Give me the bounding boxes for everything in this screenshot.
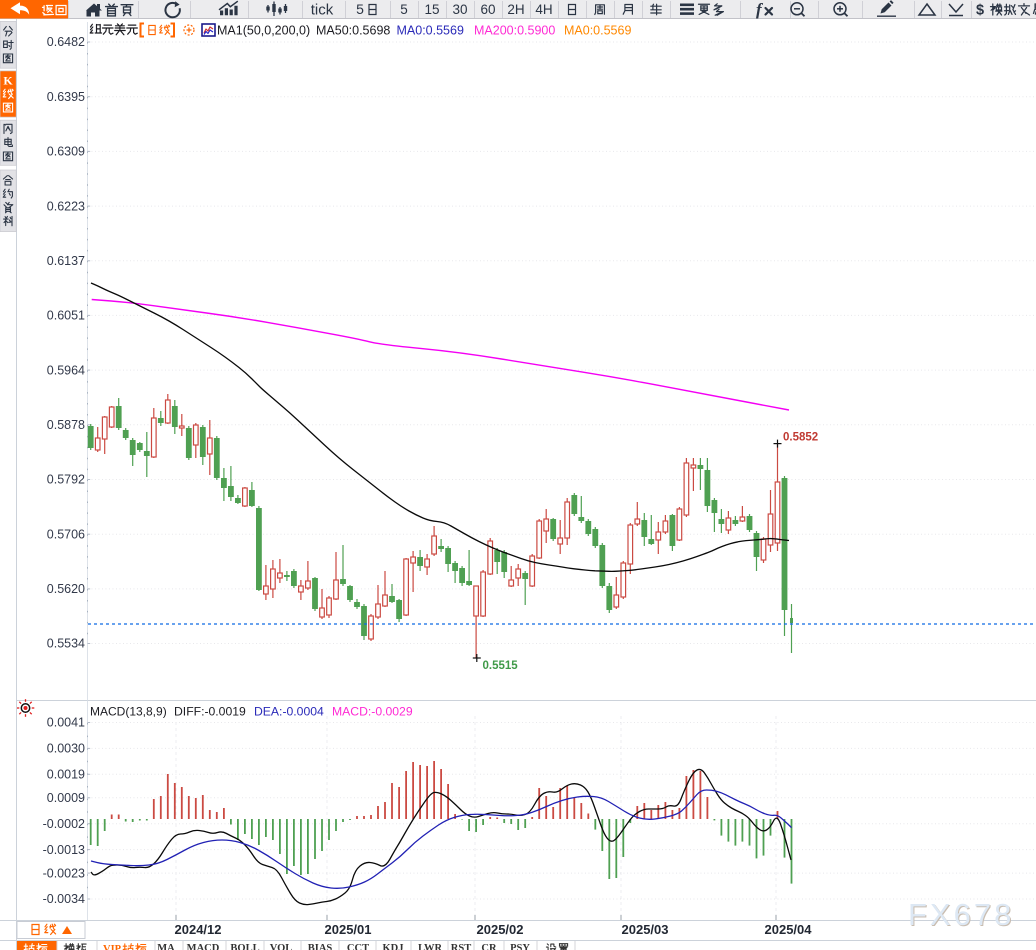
svg-text:30: 30 [452,2,467,17]
svg-text:-0.0013: -0.0013 [43,843,85,857]
svg-text:DIFF:-0.0019: DIFF:-0.0019 [174,705,246,719]
svg-text:5: 5 [400,2,408,17]
svg-text:15: 15 [424,2,439,17]
svg-text:60: 60 [480,2,495,17]
svg-text:KDJ: KDJ [383,943,404,950]
svg-text:MA: MA [157,943,175,950]
svg-text:0.5706: 0.5706 [47,527,85,541]
svg-text:MACD: MACD [187,943,220,950]
svg-text:MA50:0.5698: MA50:0.5698 [316,24,390,38]
svg-text:5: 5 [356,1,364,17]
svg-text:LWR: LWR [418,943,443,950]
svg-text:DEA:-0.0004: DEA:-0.0004 [254,705,324,719]
svg-text:0.5852: 0.5852 [783,432,818,444]
svg-text:tick: tick [311,2,334,19]
svg-text:2025/01: 2025/01 [325,922,372,937]
svg-text:MA1(50,0,200,0): MA1(50,0,200,0) [217,24,310,38]
svg-text:BOLL: BOLL [230,943,259,950]
svg-text:2H: 2H [507,2,524,17]
svg-text:2024/12: 2024/12 [175,922,222,937]
svg-text:0.6051: 0.6051 [47,309,85,323]
svg-text:0.6137: 0.6137 [47,254,85,268]
svg-text:0.6395: 0.6395 [47,90,85,104]
svg-text:2025/03: 2025/03 [622,922,669,937]
svg-text:MACD(13,8,9): MACD(13,8,9) [90,705,167,719]
svg-text:0.6309: 0.6309 [47,145,85,159]
svg-text:2025/02: 2025/02 [477,922,524,937]
svg-text:0.6223: 0.6223 [47,199,85,213]
svg-text:MA200:0.5900: MA200:0.5900 [474,24,555,38]
svg-text:-0.0002: -0.0002 [43,817,85,831]
svg-text:BIAS: BIAS [308,943,333,950]
svg-text:0.5620: 0.5620 [47,582,85,596]
svg-text:f: f [756,0,764,19]
svg-text:PSY: PSY [510,943,530,950]
svg-text:K: K [3,73,13,87]
svg-text:0.0009: 0.0009 [47,791,85,805]
svg-text:MA0:0.5569: MA0:0.5569 [564,24,631,38]
svg-text:FX678: FX678 [909,898,1015,933]
svg-text:VIP: VIP [103,944,122,950]
svg-text:0.5964: 0.5964 [47,363,85,377]
svg-text:RST: RST [451,943,471,950]
svg-text:MACD:-0.0029: MACD:-0.0029 [332,705,413,719]
svg-text:CCT: CCT [347,943,369,950]
svg-text:VOL: VOL [270,943,293,950]
svg-text:2025/04: 2025/04 [765,922,813,937]
svg-text:0.0030: 0.0030 [47,742,85,756]
svg-text:0.5878: 0.5878 [47,418,85,432]
svg-text:0.5515: 0.5515 [483,660,519,672]
svg-text:CR: CR [481,943,497,950]
svg-text:0.0019: 0.0019 [47,768,85,782]
svg-text:-0.0034: -0.0034 [43,892,85,906]
svg-text:0.5534: 0.5534 [47,637,85,651]
svg-text:0.6482: 0.6482 [47,35,85,49]
svg-text:$: $ [976,3,984,19]
svg-text:0.0041: 0.0041 [47,716,85,730]
svg-text:FX678: FX678 [908,897,1014,932]
svg-text:4H: 4H [535,2,552,17]
svg-text:-0.0023: -0.0023 [43,866,85,880]
svg-text:MA0:0.5569: MA0:0.5569 [397,24,464,38]
svg-text:0.5792: 0.5792 [47,473,85,487]
